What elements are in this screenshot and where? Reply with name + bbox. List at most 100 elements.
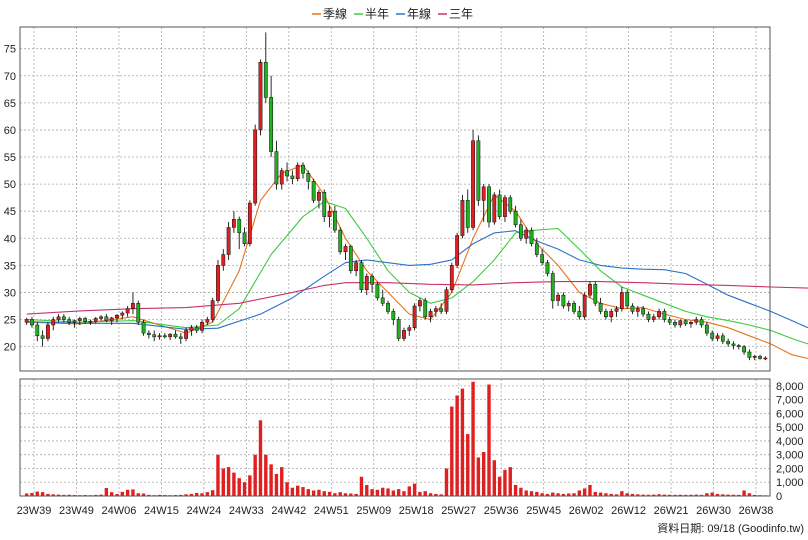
- candle: [46, 322, 50, 342]
- volume-bar: [439, 494, 443, 496]
- candle: [588, 281, 592, 298]
- volume-bar: [258, 420, 263, 496]
- volume-bar: [226, 467, 231, 496]
- price-tick-label-3: 30: [4, 287, 16, 299]
- x-tick-label-7: 24W42: [271, 505, 306, 517]
- candle-body: [61, 316, 66, 320]
- x-tick-label-18: 26W38: [739, 505, 774, 517]
- candle-body: [162, 335, 167, 338]
- volume-bar: [327, 491, 332, 496]
- candle-body: [115, 314, 119, 319]
- volume-bar: [354, 493, 358, 496]
- volume-bar: [94, 494, 98, 496]
- candle-body: [258, 61, 263, 131]
- candle: [317, 189, 321, 209]
- candle-body: [455, 235, 460, 266]
- candle: [30, 316, 34, 328]
- candle: [651, 314, 656, 323]
- candle-body: [88, 320, 93, 323]
- candle-body: [407, 327, 412, 331]
- candle-body: [40, 335, 45, 339]
- candle: [492, 192, 497, 225]
- volume-bar: [290, 487, 295, 496]
- volume-bar: [104, 488, 109, 496]
- candle-body: [412, 305, 417, 328]
- volume-bar: [492, 460, 497, 496]
- candle: [449, 262, 454, 293]
- candle-body: [625, 292, 630, 307]
- candle-body: [338, 229, 343, 253]
- candle-body: [524, 229, 529, 239]
- candle-body: [689, 321, 693, 325]
- volume-bar: [157, 494, 162, 496]
- candle-body: [720, 335, 725, 342]
- candle: [311, 178, 316, 204]
- candle: [216, 259, 220, 304]
- volume-bar: [274, 473, 279, 496]
- candle-body: [651, 316, 656, 320]
- volume-bar: [386, 488, 390, 496]
- x-tick-label-14: 26W02: [569, 505, 604, 517]
- candle: [125, 305, 130, 317]
- volume-bar: [322, 491, 326, 496]
- x-tick-label-16: 26W21: [654, 505, 689, 517]
- candle-body: [439, 308, 444, 312]
- candle-body: [285, 170, 289, 177]
- legend: 季線 半年 年線 三年: [312, 6, 473, 21]
- legend-item-3: 年線: [396, 6, 431, 21]
- candle: [210, 297, 215, 323]
- price-tick-label-1: 20: [4, 342, 16, 354]
- volume-bar: [131, 489, 135, 496]
- candle: [279, 167, 284, 190]
- volume-bar: [349, 493, 353, 496]
- legend-label-1: 季線: [323, 6, 347, 21]
- x-tick-label-11: 25W27: [441, 505, 476, 517]
- volume-bar: [62, 494, 66, 496]
- candle: [513, 205, 518, 228]
- candle: [35, 322, 40, 342]
- candle: [295, 162, 300, 182]
- ma-half-line: [26, 200, 808, 345]
- volume-bar: [561, 493, 566, 496]
- candle: [24, 317, 29, 325]
- candle-body: [173, 333, 178, 338]
- volume-bar: [141, 493, 146, 496]
- volume-bar: [370, 489, 374, 496]
- legend-label-4: 三年: [449, 7, 473, 21]
- candle-body: [131, 303, 135, 309]
- candle-body: [247, 202, 252, 244]
- volume-bar: [556, 493, 560, 496]
- volume-bar: [577, 490, 582, 496]
- candle-body: [715, 335, 720, 339]
- candle: [184, 327, 188, 342]
- volume-bar: [35, 491, 39, 496]
- candle-body: [492, 194, 497, 223]
- volume-bar: [471, 381, 475, 496]
- volume-bar: [216, 454, 220, 496]
- candle-body: [221, 254, 226, 266]
- candle: [200, 319, 204, 334]
- legend-item-4: 三年: [438, 7, 473, 21]
- volume-bar: [280, 467, 284, 496]
- volume-bar: [412, 483, 417, 496]
- candle-body: [343, 246, 348, 253]
- candle: [99, 315, 103, 321]
- candle: [423, 297, 428, 320]
- volume-bar: [673, 494, 677, 496]
- candle-body: [545, 262, 550, 274]
- candle-body: [364, 275, 369, 290]
- candle: [77, 316, 82, 325]
- candle: [338, 227, 343, 255]
- x-tick-label-1: 23W39: [17, 505, 52, 517]
- candle: [407, 324, 412, 336]
- volume-bar: [540, 493, 544, 496]
- candle-body: [375, 284, 380, 299]
- volume-bar: [678, 494, 683, 496]
- candle-body: [210, 300, 215, 320]
- candle-body: [290, 175, 295, 179]
- candle: [157, 333, 162, 340]
- candle-body: [418, 300, 422, 307]
- volume-tick-label-3: 2,000: [776, 463, 804, 475]
- candle-body: [444, 289, 449, 312]
